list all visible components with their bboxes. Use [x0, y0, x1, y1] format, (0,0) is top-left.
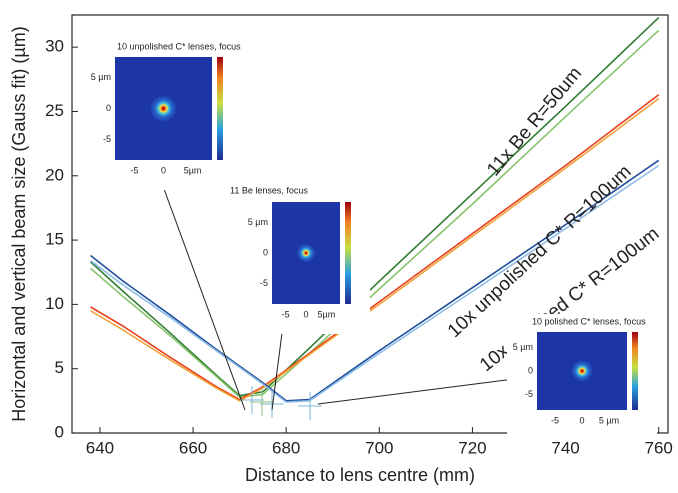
inset: 10 unpolished C* lenses, focus 5 µm 0 -5 -5 0…: [85, 39, 242, 190]
series-annotation: 11x Be R=50um: [483, 63, 586, 180]
inset-y-tick-label: -5: [260, 278, 268, 288]
y-tick-label: 30: [45, 37, 64, 56]
y-tick-label: 10: [45, 294, 64, 313]
page: Distance to lens centre (mm) Horizontal …: [0, 0, 678, 493]
x-tick-label: 720: [458, 438, 486, 457]
y-tick-label: 5: [55, 358, 64, 377]
arrow: [318, 378, 522, 404]
x-axis-label: Distance to lens centre (mm): [245, 465, 475, 485]
inset-spot: [296, 243, 315, 262]
x-tick-label: 760: [645, 438, 673, 457]
inset-x-tick-label: 5 µm: [599, 415, 619, 425]
arrow: [160, 178, 245, 410]
inset-x-tick-label: 0: [303, 309, 308, 319]
inset-spot: [150, 95, 177, 122]
y-tick-label: 0: [55, 422, 64, 441]
inset-y-tick-label: 5 µm: [91, 72, 111, 82]
x-tick-label: 740: [551, 438, 579, 457]
inset-title: 10 unpolished C* lenses, focus: [117, 41, 241, 51]
inset-title: 10 polished C* lenses, focus: [532, 316, 646, 326]
inset-x-tick-label: -5: [130, 165, 138, 175]
x-tick-label: 660: [179, 438, 207, 457]
inset-y-tick-label: 0: [528, 365, 533, 375]
x-tick-label: 680: [272, 438, 300, 457]
inset-y-tick-label: 0: [106, 103, 111, 113]
inset-y-tick-label: -5: [103, 134, 111, 144]
x-tick-label: 700: [365, 438, 393, 457]
inset-colorbar: [345, 202, 351, 304]
inset-colorbar: [217, 57, 223, 160]
inset-y-tick-label: -5: [525, 389, 533, 399]
inset-x-tick-label: 0: [579, 415, 584, 425]
inset-x-tick-label: 0: [161, 165, 166, 175]
inset-y-tick-label: 5 µm: [248, 217, 268, 227]
y-tick-label: 20: [45, 165, 64, 184]
inset-title: 11 Be lenses, focus: [230, 185, 308, 195]
inset-x-tick-label: 5µm: [318, 309, 336, 319]
y-tick-label: 15: [45, 230, 64, 249]
inset: 11 Be lenses, focus 5 µm 0 -5 -5 0 5µm: [230, 183, 370, 334]
inset-x-tick-label: 5µm: [184, 165, 202, 175]
x-tick-label: 640: [86, 438, 114, 457]
inset: 10 polished C* lenses, focus 5 µm 0 -5 -5 0 5 …: [507, 314, 657, 440]
y-axis-label: Horizontal and vertical beam size (Gauss…: [9, 26, 29, 422]
inset-colorbar: [632, 332, 638, 410]
inset-y-tick-label: 0: [263, 247, 268, 257]
chart: Distance to lens centre (mm) Horizontal …: [0, 0, 678, 488]
y-tick-label: 25: [45, 101, 64, 120]
inset-x-tick-label: -5: [282, 309, 290, 319]
inset-y-tick-label: 5 µm: [513, 342, 533, 352]
inset-spot: [571, 360, 593, 382]
inset-x-tick-label: -5: [551, 415, 559, 425]
